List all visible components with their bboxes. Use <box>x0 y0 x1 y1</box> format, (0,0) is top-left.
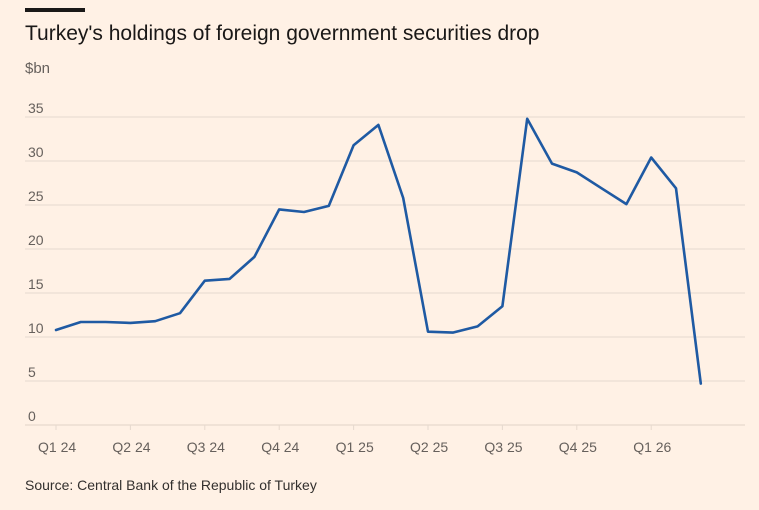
source-note: Source: Central Bank of the Republic of … <box>25 477 317 493</box>
y-tick-label: 0 <box>28 408 36 424</box>
line-chart: 0 5 10 15 20 25 30 35 Q1 24 Q2 24 Q3 24 Q4 24 Q1 25… <box>25 100 745 455</box>
x-tick-label: Q4 25 <box>559 439 597 455</box>
x-tick-label: Q3 25 <box>484 439 522 455</box>
chart-title: Turkey's holdings of foreign government … <box>25 22 540 45</box>
y-axis-ticks: 0 5 10 15 20 25 30 35 <box>28 100 44 424</box>
x-tick-label: Q2 25 <box>410 439 448 455</box>
y-tick-label: 30 <box>28 144 44 160</box>
x-axis-ticks: Q1 24 Q2 24 Q3 24 Q4 24 Q1 25 Q2 25 Q3 25 Q4 25… <box>38 425 672 455</box>
x-tick-label: Q1 25 <box>336 439 374 455</box>
x-tick-label: Q1 26 <box>633 439 671 455</box>
brand-bar <box>25 8 85 12</box>
series-line <box>54 117 703 385</box>
y-axis-unit-label: $bn <box>25 60 51 77</box>
y-tick-label: 35 <box>28 100 44 116</box>
x-tick-label: Q4 24 <box>261 439 299 455</box>
y-tick-label: 20 <box>28 232 44 248</box>
grid-lines <box>25 116 745 426</box>
x-tick-label: Q3 24 <box>187 439 225 455</box>
x-tick-label: Q1 24 <box>38 439 76 455</box>
y-tick-label: 25 <box>28 188 44 204</box>
y-tick-label: 15 <box>28 276 44 292</box>
y-tick-label: 10 <box>28 320 44 336</box>
x-tick-label: Q2 24 <box>112 439 150 455</box>
y-tick-label: 5 <box>28 364 36 380</box>
